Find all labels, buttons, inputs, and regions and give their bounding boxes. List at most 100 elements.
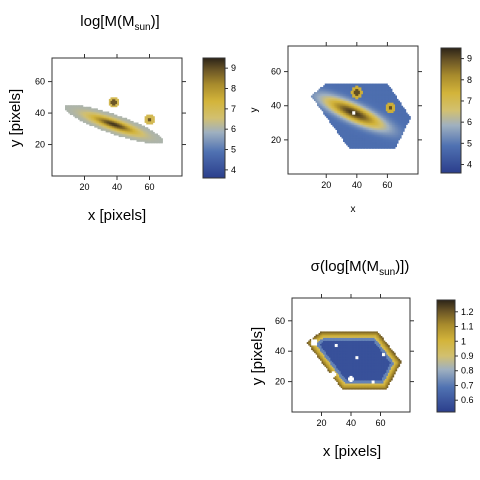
heatmap-cell (329, 95, 332, 98)
heatmap-cell (353, 100, 356, 103)
heatmap-cell (350, 139, 353, 142)
heatmap-cell (346, 117, 349, 120)
heatmap-cell (344, 100, 347, 103)
heatmap-cell (321, 361, 324, 364)
heatmap-cell (330, 343, 333, 346)
heatmap-cell (366, 136, 368, 139)
heatmap-cell (343, 133, 345, 136)
heatmap-cell (392, 144, 394, 148)
heatmap-cell (364, 358, 367, 361)
heatmap-cell (315, 345, 318, 348)
heatmap-cell (330, 90, 333, 93)
heatmap-cell (377, 345, 380, 348)
heatmap-cell (378, 126, 381, 129)
heatmap-cell (128, 124, 131, 127)
heatmap-cell (404, 114, 407, 117)
heatmap-cell (340, 133, 342, 136)
heatmap-cell (390, 97, 393, 100)
heatmap-cell (113, 133, 116, 136)
heatmap-cell (381, 122, 384, 125)
heatmap-cell (343, 337, 346, 340)
heatmap-cell (320, 98, 323, 102)
heatmap-cell (339, 377, 342, 379)
heatmap-cell (387, 85, 390, 88)
heatmap-cell (381, 348, 384, 351)
heatmap-cell (384, 381, 387, 384)
heatmap-cell (151, 120, 154, 123)
heatmap-cell (364, 377, 367, 379)
heatmap-cell (344, 86, 347, 90)
heatmap-cell (343, 124, 345, 127)
heatmap-cell (379, 133, 382, 136)
heatmap-cell (82, 120, 85, 123)
heatmap-cell (353, 361, 356, 364)
heatmap-cell (324, 114, 327, 117)
heatmap-cell (336, 349, 339, 352)
heatmap-cell (324, 345, 327, 348)
heatmap-cell (370, 109, 373, 112)
heatmap-cell (384, 109, 387, 112)
heatmap-cell (358, 92, 361, 95)
heatmap-cell (152, 131, 155, 134)
heatmap-cell (152, 136, 155, 139)
heatmap-cell (78, 116, 81, 119)
heatmap-cell (329, 117, 332, 120)
heatmap-cell (112, 127, 115, 130)
y-tick-label: 60 (271, 67, 281, 77)
heatmap-cell (380, 383, 383, 386)
heatmap-cell (340, 104, 342, 107)
heatmap-cell (324, 349, 327, 352)
heatmap-cell (381, 383, 384, 386)
heatmap-cell (347, 88, 350, 91)
heatmap-cell (405, 114, 408, 117)
heatmap-cell (389, 352, 392, 355)
colorbar-tick-label: 1.2 (461, 307, 474, 317)
heatmap-cell (365, 366, 368, 369)
heatmap-cell (104, 128, 107, 131)
heatmap-cell (393, 364, 396, 367)
heatmap-cell (385, 131, 388, 134)
heatmap-cell (331, 336, 334, 338)
heatmap-cell (331, 369, 334, 372)
heatmap-cell (384, 131, 387, 134)
heatmap-cell (367, 109, 370, 112)
heatmap-cell (108, 119, 111, 122)
heatmap-cell (374, 351, 377, 354)
heatmap-cell (386, 349, 389, 352)
heatmap-cell (147, 138, 150, 141)
heatmap-cell (393, 143, 396, 146)
heatmap-cell (351, 381, 353, 384)
heatmap-cell (149, 131, 152, 134)
heatmap-cell (353, 107, 356, 110)
heatmap-cell (384, 86, 387, 90)
heatmap-cell (358, 375, 361, 378)
heatmap-cell (108, 125, 111, 128)
heatmap-cell (320, 334, 322, 337)
heatmap-cell (389, 364, 392, 367)
heatmap-cell (381, 363, 384, 366)
heatmap-cell (334, 372, 337, 375)
heatmap-cell (392, 119, 394, 122)
heatmap-cell (317, 90, 319, 93)
heatmap-cell (118, 125, 121, 128)
heatmap-cell (352, 348, 355, 351)
heatmap-cell (97, 122, 100, 125)
heatmap-cell (390, 369, 393, 372)
heatmap-cell (336, 86, 339, 90)
heatmap-cell (334, 340, 337, 343)
heatmap-cell (317, 339, 319, 341)
heatmap-cell (149, 133, 152, 136)
heatmap-cell (346, 348, 349, 351)
heatmap-cell (317, 95, 319, 98)
heatmap-cell (79, 119, 82, 122)
heatmap-cell (327, 107, 330, 110)
heatmap-cell (349, 98, 352, 102)
heatmap-cell (95, 114, 98, 117)
heatmap-cell (398, 363, 401, 366)
heatmap-cell (364, 121, 367, 124)
heatmap-cell (379, 104, 382, 107)
heatmap-cell (355, 141, 358, 144)
heatmap-cell (330, 102, 333, 105)
heatmap-cell (361, 340, 364, 343)
heatmap-cell (399, 104, 402, 107)
